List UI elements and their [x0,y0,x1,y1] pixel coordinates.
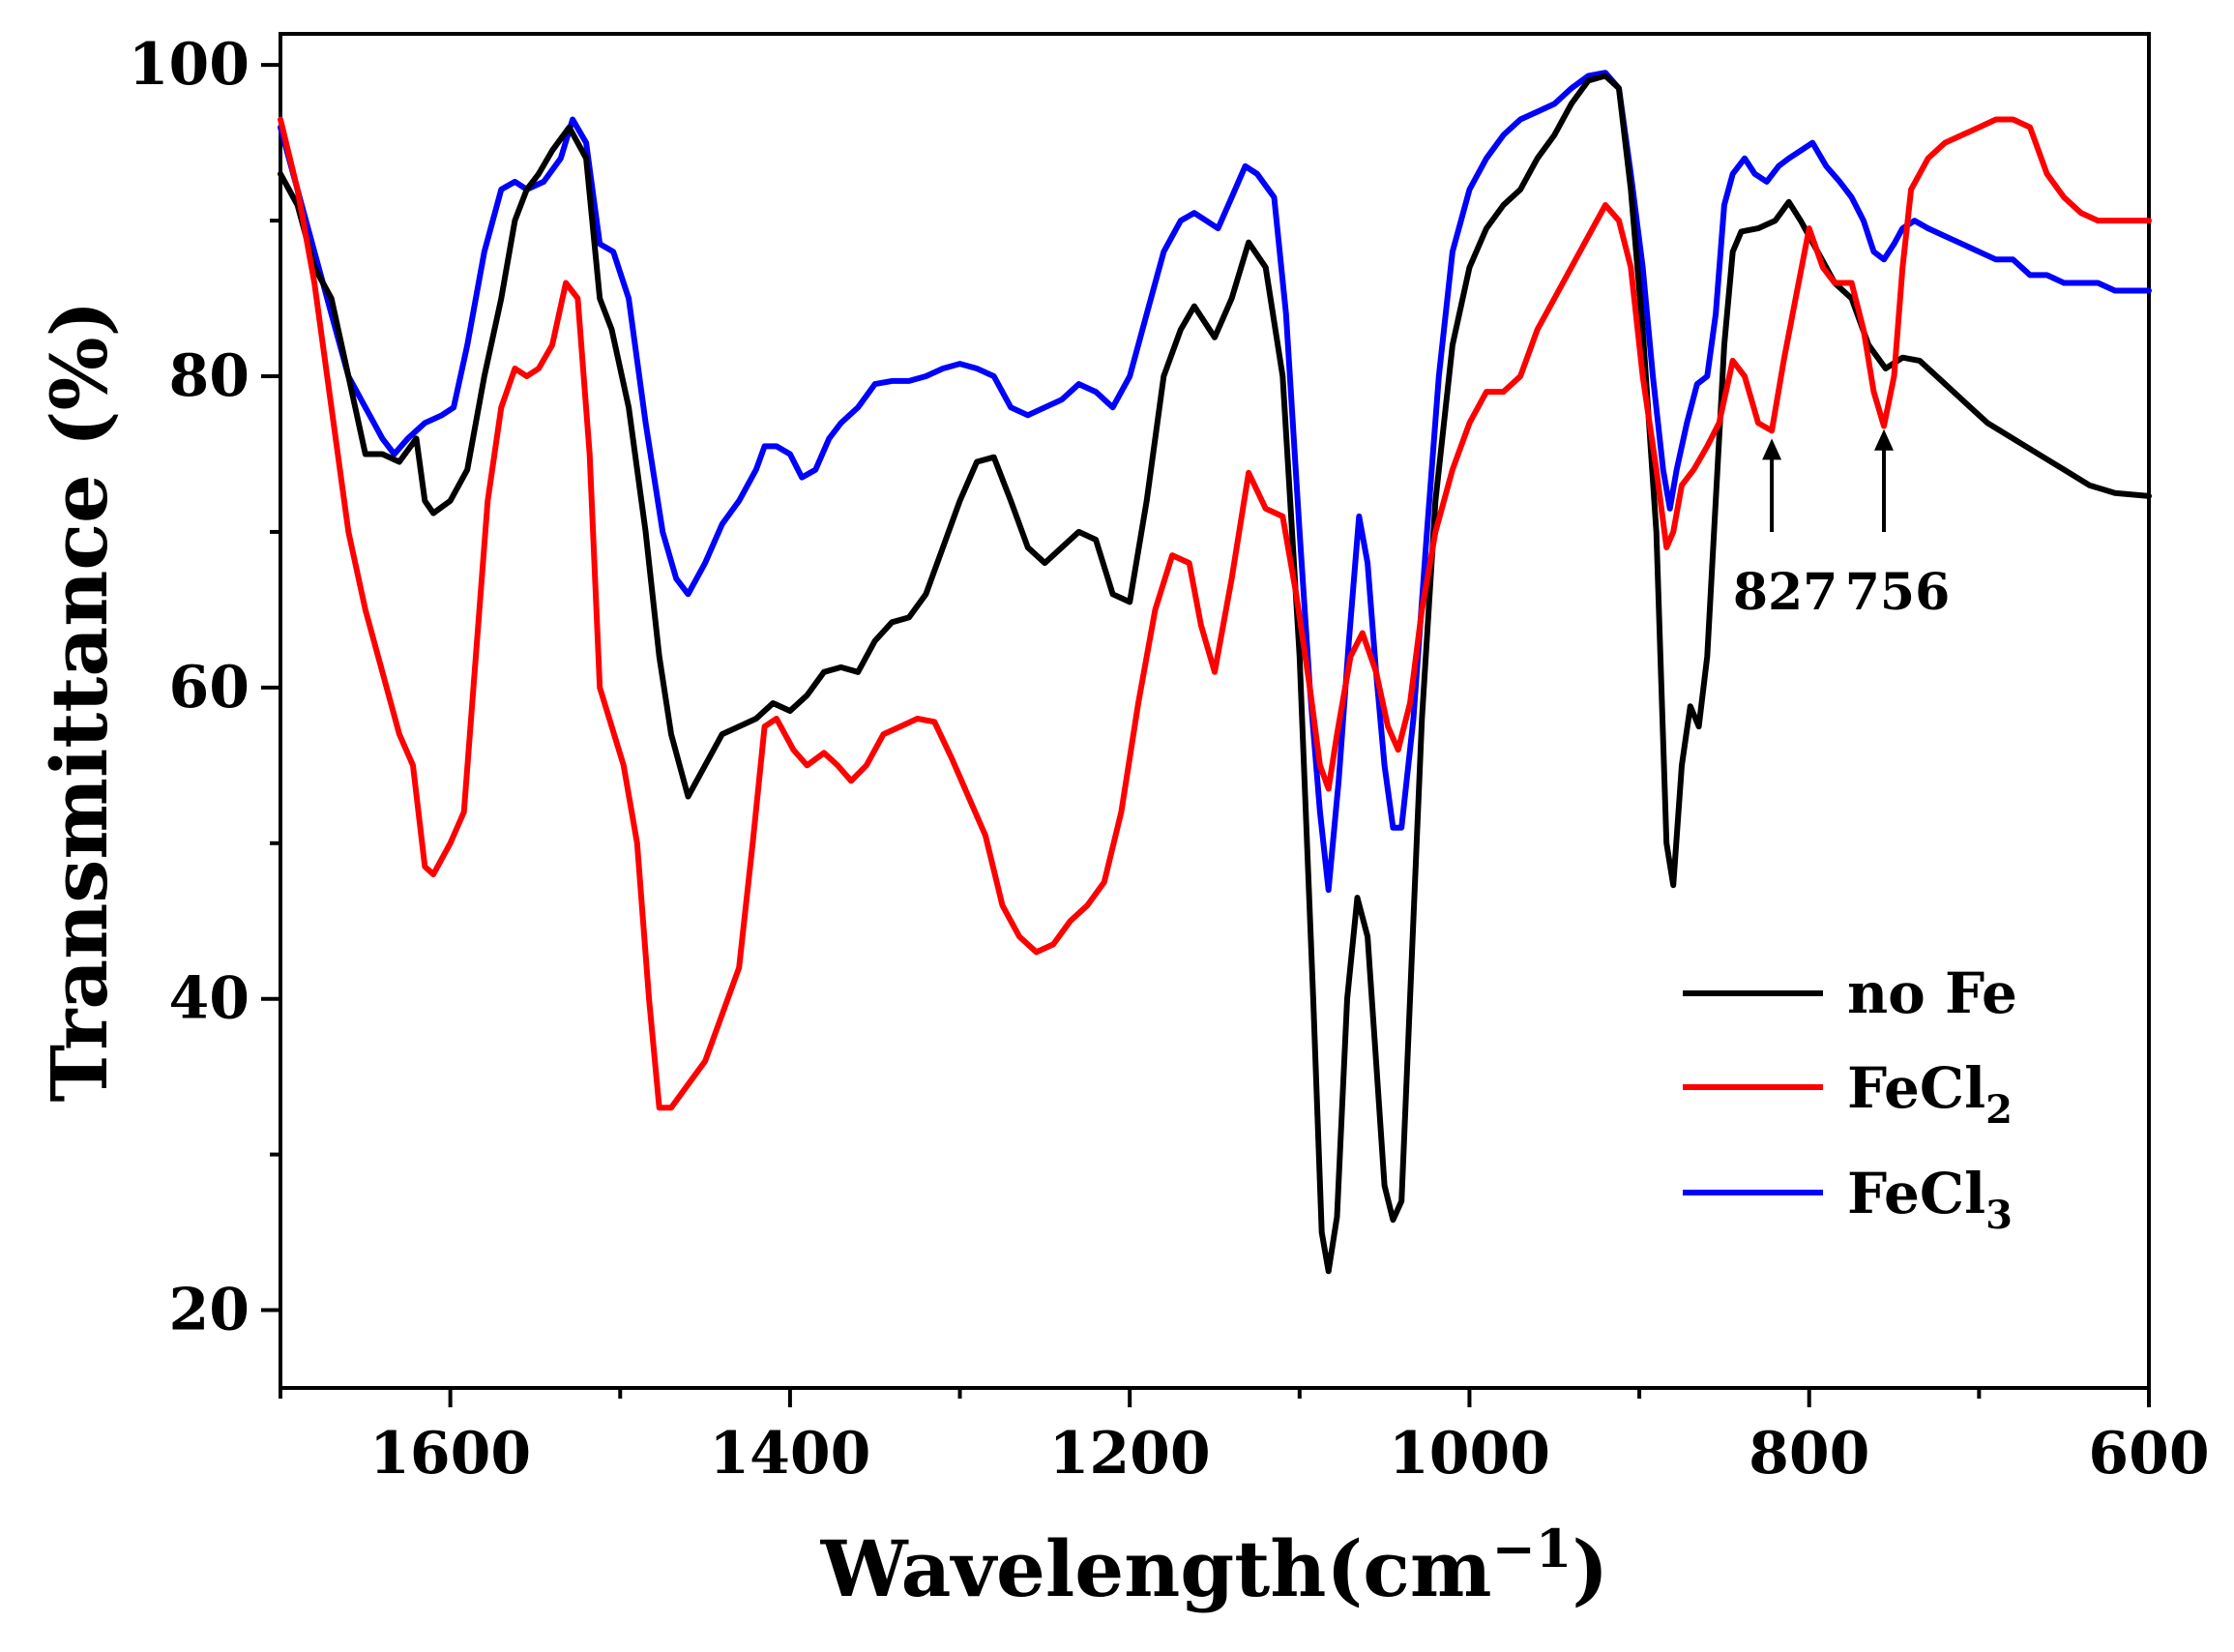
x-axis-title-superscript: −1 [1492,1518,1573,1579]
x-tick-label: 1600 [369,1420,531,1488]
x-axis-ticks: 1600 1400 1200 1000 800 600 [279,1388,2210,1488]
y-axis-title: Transmittance (%) [34,300,125,1102]
y-tick-label: 100 [129,31,250,99]
series-fecl3-line [278,70,2152,894]
x-tick-label: 1200 [1049,1420,1211,1488]
annotation-arrow-head [1762,438,1782,460]
legend: no Fe FeCl2 FeCl3 [1683,960,2017,1238]
annotation-layer: 827 756 [1733,428,1951,622]
x-tick-label: 600 [2088,1420,2209,1488]
annotation-arrow-head [1874,428,1895,451]
x-axis-title: Wavelength(cm−1) [820,1518,1609,1614]
x-tick-label: 800 [1749,1420,1869,1488]
legend-label-no-fe: no Fe [1847,960,2017,1026]
y-tick-label: 80 [169,342,250,410]
legend-label-fecl3: FeCl3 [1847,1161,2013,1238]
y-tick-label: 40 [169,965,250,1033]
x-tick-label: 1000 [1389,1420,1550,1488]
y-tick-label: 20 [169,1277,250,1344]
x-axis-title-base: Wavelength(cm [820,1523,1492,1614]
legend-entry-no-fe: no Fe [1683,960,2017,1026]
annotation-label-756: 756 [1845,563,1951,622]
series-layer [278,70,2152,1275]
legend-entry-fecl3: FeCl3 [1683,1161,2013,1238]
y-axis-ticks: 20 40 60 80 100 [129,31,280,1344]
x-tick-label: 1400 [709,1420,870,1488]
annotation-label-827: 827 [1733,563,1838,622]
series-fecl2-line [278,116,2152,1111]
legend-entry-fecl2: FeCl2 [1683,1055,2013,1133]
y-tick-label: 60 [169,654,250,722]
plot-frame [279,32,2151,1390]
x-axis-title-close: ) [1572,1523,1608,1614]
series-no-fe-line [278,73,2152,1275]
legend-label-fecl2: FeCl2 [1847,1055,2013,1133]
